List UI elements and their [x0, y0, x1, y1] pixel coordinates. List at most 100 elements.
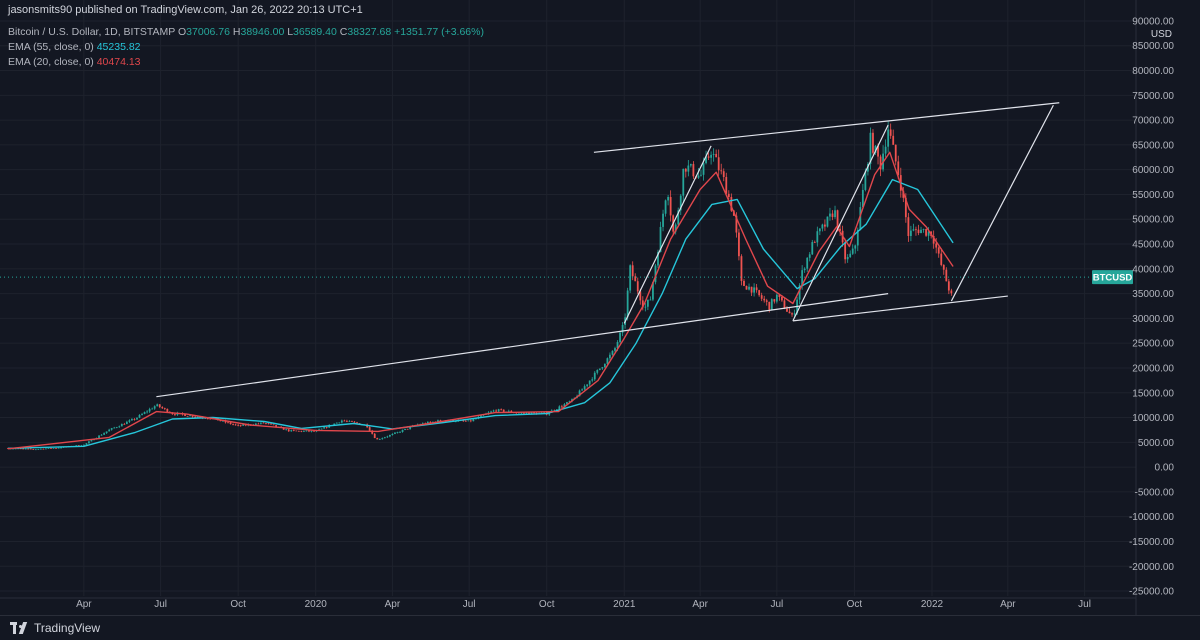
candle-body [52, 448, 55, 449]
y-tick-label: 40000.00 [1132, 264, 1174, 275]
candle-body [431, 421, 434, 423]
candle-body [834, 210, 836, 218]
candle-body [563, 404, 566, 407]
candle-body [523, 412, 525, 414]
candle-body [611, 350, 614, 355]
trendline[interactable] [156, 293, 889, 398]
candle-body [548, 412, 551, 415]
candle-body [836, 210, 839, 229]
symbol-legend-row[interactable]: Bitcoin / U.S. Dollar, 1D, BITSTAMP O370… [8, 25, 484, 40]
candle-body [136, 417, 138, 420]
candle-body [748, 286, 750, 290]
candle-body [480, 415, 482, 417]
y-tick-label: 25000.00 [1132, 339, 1174, 350]
candle-body [323, 427, 326, 429]
candle-body [788, 311, 791, 314]
x-tick-label: Jul [770, 599, 783, 610]
candle-body [621, 324, 624, 333]
ema55-legend-row[interactable]: EMA (55, close, 0) 45235.82 [8, 40, 484, 55]
candle-body [14, 448, 17, 450]
candle-body [161, 407, 164, 409]
candle-body [684, 168, 687, 172]
candle-body [801, 270, 804, 286]
candle-body [760, 295, 763, 299]
candle-body [125, 421, 128, 425]
trendline-drawings[interactable] [156, 102, 1060, 398]
trendline[interactable] [792, 295, 1008, 322]
tradingview-logo-icon [10, 622, 28, 634]
trendline[interactable] [593, 102, 1060, 153]
candle-body [763, 298, 766, 301]
candle-body [609, 354, 611, 359]
price-axis[interactable]: 90000.00 85000.00 80000.00 75000.00 70000.00… [1129, 0, 1200, 616]
candle-body [128, 420, 131, 422]
candle-body [753, 287, 755, 293]
y-tick-label: 55000.00 [1132, 190, 1174, 201]
y-tick-label: 45000.00 [1132, 240, 1174, 251]
candle-body [24, 448, 27, 450]
candle-body [356, 422, 358, 424]
candle-body [659, 226, 662, 253]
candle-body [163, 408, 166, 409]
candle-body [722, 171, 725, 178]
candle-body [791, 313, 793, 315]
candle-body [831, 213, 834, 218]
candle-body [793, 313, 796, 315]
candle-body [915, 229, 917, 231]
candle-body [452, 419, 455, 422]
candle-body [872, 132, 874, 153]
candle-body [712, 153, 715, 155]
candle-body [927, 231, 930, 236]
candle-body [42, 448, 45, 450]
candle-body [662, 213, 664, 227]
candle-body [889, 129, 892, 136]
y-tick-label: 70000.00 [1132, 116, 1174, 127]
ema20-legend-row[interactable]: EMA (20, close, 0) 40474.13 [8, 55, 484, 70]
candle-body [37, 449, 40, 450]
candle-body [254, 423, 257, 426]
candle-body [133, 419, 136, 420]
trendline[interactable] [792, 124, 889, 322]
candle-body [50, 448, 52, 449]
candle-body [282, 427, 285, 430]
candle-body [267, 423, 270, 425]
time-axis[interactable]: Apr Jul Oct 2020 Apr Jul Oct 2021 Apr Jul Oct 2022 A… [0, 597, 1136, 610]
candle-body [806, 257, 809, 269]
candle-body [644, 306, 647, 308]
candle-body [861, 189, 864, 208]
candle-body [340, 420, 343, 423]
candle-body [874, 145, 877, 153]
candle-body [540, 412, 543, 414]
x-tick-label: Oct [230, 599, 246, 610]
candle-body [166, 408, 169, 413]
tradingview-logo[interactable]: TradingView [10, 621, 100, 635]
candle-body [495, 410, 498, 412]
candle-body [292, 430, 295, 432]
candle-body [389, 434, 391, 437]
candle-body [667, 197, 670, 201]
candle-body [755, 287, 758, 291]
y-tick-label: 60000.00 [1132, 165, 1174, 176]
candle-body [118, 426, 121, 428]
candle-body [922, 229, 925, 230]
candle-body [232, 424, 234, 425]
candle-body [606, 358, 609, 364]
y-tick-label: 5000.00 [1138, 438, 1175, 449]
currency-label: USD [1151, 29, 1172, 40]
candle-body [426, 421, 429, 424]
trendline[interactable] [623, 145, 712, 324]
candle-body [60, 447, 63, 449]
candle-body [502, 409, 505, 412]
candle-body [194, 416, 197, 418]
candle-body [148, 409, 151, 412]
candle-body [533, 412, 535, 414]
trendline[interactable] [950, 104, 1054, 302]
candle-body [707, 156, 710, 158]
candle-body [717, 157, 720, 171]
candle-body [189, 415, 191, 417]
candle-body [153, 406, 156, 409]
candle-body [472, 419, 475, 422]
candle-body [770, 299, 773, 310]
candle-body [55, 448, 57, 449]
